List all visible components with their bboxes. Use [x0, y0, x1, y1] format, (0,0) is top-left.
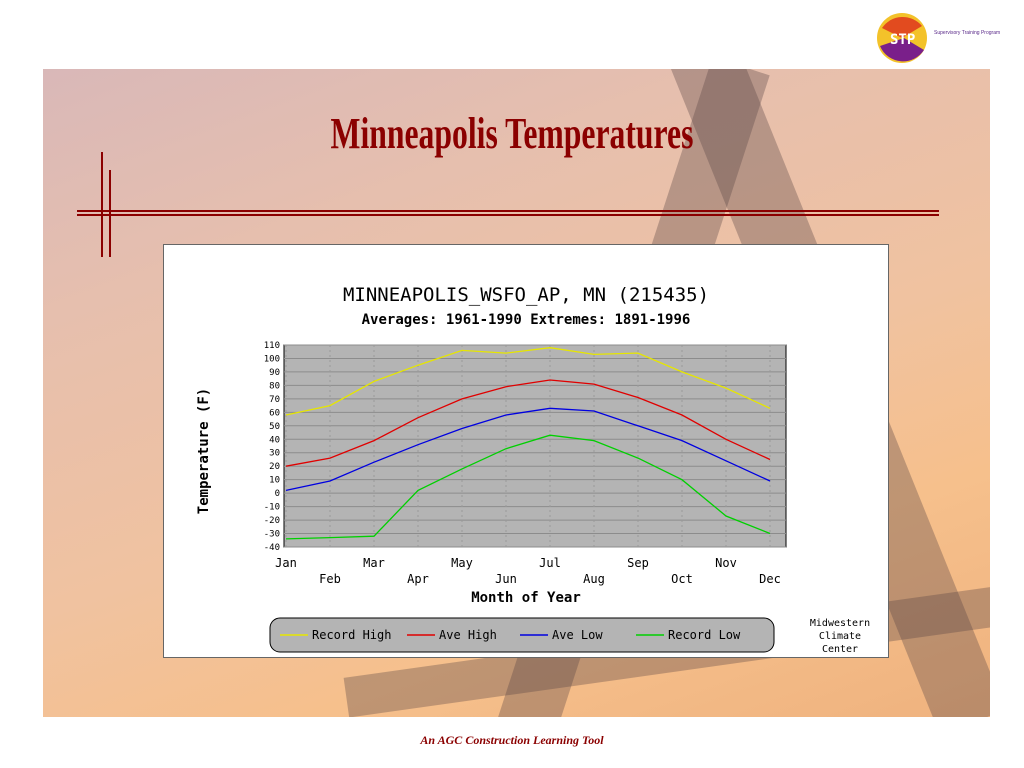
chart-title: MINNEAPOLIS_WSFO_AP, MN (215435) [343, 284, 709, 306]
y-tick-label: 70 [269, 395, 280, 405]
legend-label: Record High [312, 628, 391, 642]
series-line-record-high [285, 347, 771, 416]
y-tick-label: -30 [264, 530, 280, 540]
plot-area [283, 344, 787, 548]
x-tick-label: Jul [539, 556, 561, 570]
temperature-chart: MINNEAPOLIS_WSFO_AP, MN (215435) Average… [196, 284, 870, 655]
logo-icon: STP [877, 13, 927, 63]
y-tick-label: -40 [264, 543, 280, 553]
y-tick-label: 30 [269, 449, 280, 459]
y-tick-label: 80 [269, 381, 280, 391]
x-tick-labels: Jan Feb Mar Apr May Jun Jul Aug Sep Oct Nov Dec [275, 556, 781, 586]
title-rule-vertical-right [109, 170, 111, 257]
x-tick-label: Feb [319, 572, 341, 586]
legend-label: Ave High [439, 628, 497, 642]
y-tick-label: 40 [269, 435, 280, 445]
series-line-ave-low [285, 407, 771, 492]
x-axis-label: Month of Year [471, 590, 581, 606]
legend-label: Ave Low [552, 628, 603, 642]
credit-text: Midwestern Climate Center [810, 618, 870, 655]
x-tick-label: Nov [715, 556, 737, 570]
chart-panel: MINNEAPOLIS_WSFO_AP, MN (215435) Average… [163, 244, 889, 658]
logo-text: Supervisory Training Program [934, 30, 1001, 36]
y-tick-label: -20 [264, 516, 280, 526]
y-tick-label: 60 [269, 408, 280, 418]
y-tick-label: 0 [275, 489, 280, 499]
y-tick-label: 100 [264, 354, 280, 364]
slide-footer: An AGC Construction Learning Tool [420, 733, 604, 747]
stp-logo: STP [874, 8, 1014, 64]
y-tick-label: 20 [269, 462, 280, 472]
grid [284, 344, 786, 548]
x-tick-label: Oct [671, 572, 693, 586]
y-tick-label: 50 [269, 422, 280, 432]
credit-line: Climate [819, 631, 861, 642]
title-rule-bottom [77, 214, 939, 216]
series-lines [285, 347, 771, 540]
series-line-ave-high [285, 379, 771, 467]
x-tick-label: Jun [495, 572, 517, 586]
series-line-record-low [285, 434, 771, 540]
logo-initials: STP [890, 32, 915, 48]
x-tick-label: Dec [759, 572, 781, 586]
title-rule-top [77, 210, 939, 212]
title-rule-vertical-left [101, 152, 103, 257]
y-tick-label: 110 [264, 341, 280, 351]
x-tick-label: Jan [275, 556, 297, 570]
slide-title: Minneapolis Temperatures [330, 109, 694, 158]
legend: Record High Ave High Ave Low Record Low [280, 628, 741, 642]
y-axis-label: Temperature (F) [196, 388, 212, 514]
x-tick-label: Aug [583, 572, 605, 586]
x-tick-label: May [451, 556, 473, 570]
x-tick-label: Apr [407, 572, 429, 586]
y-tick-label: -10 [264, 503, 280, 513]
x-tick-label: Sep [627, 556, 649, 570]
y-tick-label: 10 [269, 476, 280, 486]
credit-line: Center [822, 644, 858, 655]
credit-line: Midwestern [810, 618, 870, 629]
chart-subtitle: Averages: 1961-1990 Extremes: 1891-1996 [362, 312, 691, 328]
legend-label: Record Low [668, 628, 741, 642]
x-tick-label: Mar [363, 556, 385, 570]
y-tick-label: 90 [269, 368, 280, 378]
